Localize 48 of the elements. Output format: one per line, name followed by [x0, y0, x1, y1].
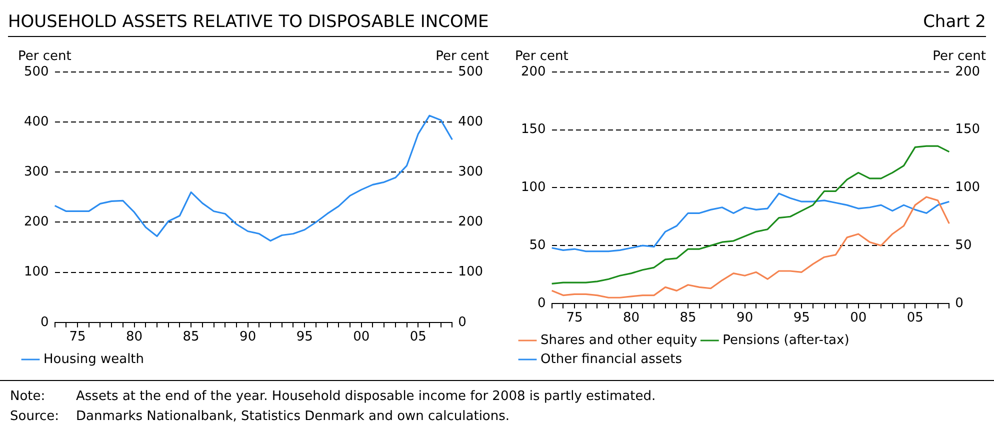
y-tick-label: 200	[24, 214, 49, 230]
y2-tick-label: 400	[458, 114, 484, 130]
y2-tick-label: 200	[955, 64, 980, 80]
y-tick-label: 150	[520, 122, 546, 138]
y2-tick-label: 100	[458, 264, 484, 280]
x-tick-label: 85	[680, 310, 696, 326]
x-tick-label: 75	[69, 330, 86, 345]
legend-label: Shares and other equity	[540, 332, 698, 348]
y-tick-label: 400	[24, 114, 49, 130]
x-tick-label: 85	[182, 330, 200, 345]
y-tick-label: 500	[24, 64, 49, 80]
y2-tick-label: 0	[955, 296, 964, 311]
y2-axis-title: Per cent	[932, 48, 986, 64]
y2-tick-label: 500	[458, 64, 484, 80]
y-tick-label: 100	[24, 264, 49, 280]
legend-label: Other financial assets	[540, 352, 682, 367]
x-tick-label: 00	[850, 310, 867, 326]
chart-title: HOUSEHOLD ASSETS RELATIVE TO DISPOSABLE INCOME	[8, 12, 489, 32]
y-tick-label: 200	[520, 64, 546, 80]
x-tick-label: 05	[410, 330, 426, 345]
y-tick-label: 300	[24, 164, 49, 180]
x-tick-label: 80	[623, 310, 640, 326]
caption: Chart 2	[923, 12, 986, 32]
x-tick-label: 90	[736, 310, 754, 326]
x-tick-label: 75	[566, 310, 583, 326]
y2-tick-label: 200	[458, 214, 484, 230]
y2-tick-label: 0	[458, 314, 466, 330]
x-tick-label: 90	[240, 330, 256, 345]
legend-label: Pensions (after-tax)	[722, 332, 850, 348]
legend-label: Housing wealth	[44, 352, 144, 367]
y2-axis-title: Per cent	[436, 48, 489, 64]
y2-tick-label: 100	[955, 180, 980, 196]
y2-tick-label: 150	[955, 122, 980, 138]
y2-tick-label: 50	[955, 238, 972, 253]
x-tick-label: 95	[793, 310, 810, 326]
y-axis-title: Per cent	[18, 48, 72, 64]
x-tick-label: 05	[906, 310, 924, 326]
y-tick-label: 100	[520, 180, 546, 196]
y-tick-label: 0	[40, 314, 49, 330]
text: Note: Assets at the end of the year. Household disposable income for 2008 is partly estimated.	[10, 389, 656, 404]
y-axis-title: Per cent	[515, 48, 568, 64]
x-tick-label: 00	[353, 330, 370, 345]
y-tick-label: 0	[538, 296, 546, 311]
x-tick-label: 80	[126, 330, 143, 345]
text: Source: Danmarks Nationalbank, Statistics Denmark and own calculations.	[10, 409, 510, 424]
x-tick-label: 95	[296, 330, 313, 345]
y-tick-label: 50	[529, 238, 546, 253]
y2-tick-label: 300	[458, 164, 484, 180]
